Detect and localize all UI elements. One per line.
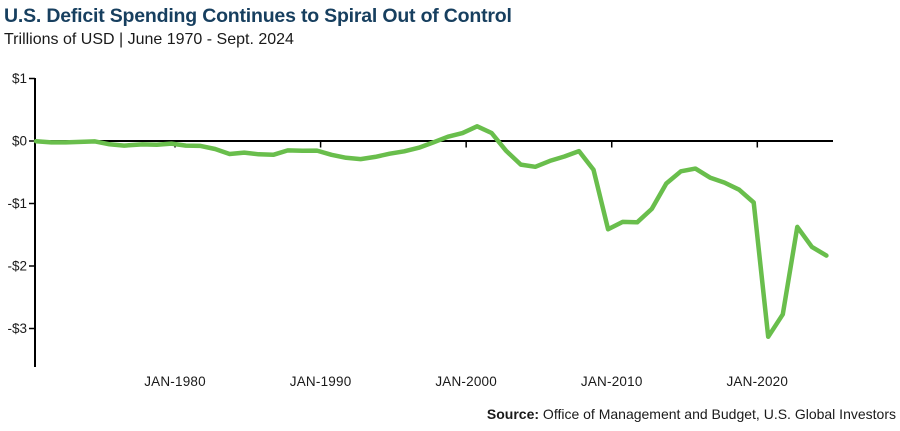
- y-tick-label: $1: [12, 71, 27, 86]
- x-tick-label: JAN-2000: [435, 374, 497, 389]
- x-tick-label: JAN-2020: [726, 374, 788, 389]
- y-tick-label: -$2: [7, 259, 27, 274]
- x-tick-label: JAN-2010: [581, 374, 643, 389]
- deficit-line-series: [33, 124, 829, 340]
- x-tick-label: JAN-1980: [144, 374, 206, 389]
- y-tick-label: -$1: [7, 196, 27, 211]
- source-line: Source: Office of Management and Budget,…: [487, 406, 896, 422]
- source-text: Office of Management and Budget, U.S. Gl…: [539, 406, 896, 422]
- chart-title: U.S. Deficit Spending Continues to Spira…: [4, 5, 512, 27]
- chart-subtitle: Trillions of USD | June 1970 - Sept. 202…: [4, 31, 294, 48]
- y-tick-label: -$3: [7, 321, 27, 336]
- source-label: Source:: [486, 406, 540, 422]
- y-tick-label: $0: [12, 134, 27, 149]
- x-tick-label: JAN-1990: [290, 374, 352, 389]
